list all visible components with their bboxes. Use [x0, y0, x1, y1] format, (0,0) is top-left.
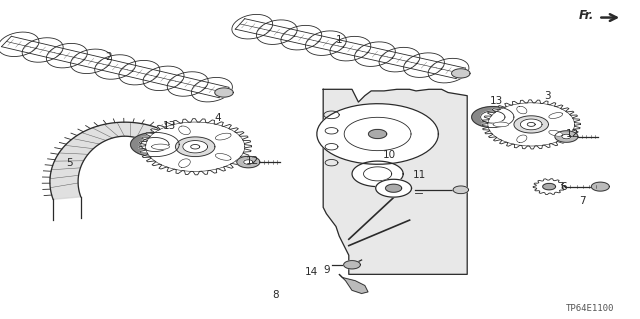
Polygon shape: [516, 106, 527, 114]
Text: 14: 14: [305, 267, 318, 277]
Polygon shape: [472, 107, 514, 128]
Polygon shape: [281, 26, 322, 50]
Polygon shape: [317, 104, 438, 164]
Text: Fr.: Fr.: [579, 9, 594, 22]
Text: 11: 11: [413, 170, 426, 181]
Polygon shape: [215, 88, 233, 97]
Polygon shape: [50, 122, 196, 199]
Polygon shape: [237, 156, 260, 168]
Polygon shape: [330, 36, 371, 61]
Text: 9: 9: [323, 264, 330, 275]
Polygon shape: [215, 133, 231, 140]
Text: 6: 6: [560, 182, 566, 192]
Text: 8: 8: [272, 290, 278, 300]
Text: 12: 12: [246, 156, 259, 166]
Polygon shape: [549, 130, 563, 136]
Polygon shape: [179, 159, 190, 167]
Text: 13: 13: [490, 96, 503, 106]
Polygon shape: [355, 42, 396, 66]
Polygon shape: [143, 66, 184, 91]
Polygon shape: [369, 130, 387, 138]
Polygon shape: [344, 261, 360, 269]
Polygon shape: [562, 134, 571, 139]
Polygon shape: [520, 119, 542, 130]
Polygon shape: [452, 69, 470, 78]
Polygon shape: [139, 119, 252, 175]
Polygon shape: [131, 132, 179, 157]
Polygon shape: [376, 179, 412, 197]
Text: 12: 12: [566, 129, 579, 139]
Polygon shape: [482, 100, 580, 149]
Polygon shape: [22, 38, 63, 62]
Text: 3: 3: [544, 91, 550, 101]
Polygon shape: [141, 137, 169, 152]
Polygon shape: [481, 111, 505, 123]
Polygon shape: [46, 43, 87, 68]
Polygon shape: [0, 32, 39, 56]
Text: 10: 10: [383, 150, 396, 160]
Polygon shape: [191, 78, 232, 102]
Text: 2: 2: [106, 52, 112, 63]
Polygon shape: [257, 20, 297, 44]
Polygon shape: [404, 53, 444, 78]
Polygon shape: [516, 135, 527, 143]
Polygon shape: [339, 274, 368, 293]
Polygon shape: [183, 141, 207, 153]
Polygon shape: [453, 186, 468, 194]
Polygon shape: [555, 131, 578, 142]
Polygon shape: [352, 161, 403, 187]
Polygon shape: [232, 14, 273, 39]
Polygon shape: [543, 183, 556, 190]
Polygon shape: [95, 55, 136, 79]
Text: 7: 7: [579, 196, 586, 206]
Polygon shape: [179, 126, 190, 135]
Polygon shape: [175, 137, 215, 157]
Polygon shape: [305, 31, 346, 56]
Polygon shape: [323, 89, 467, 274]
Polygon shape: [493, 122, 509, 127]
Text: 5: 5: [66, 158, 72, 168]
Polygon shape: [152, 144, 170, 149]
Polygon shape: [70, 49, 111, 74]
Polygon shape: [527, 122, 535, 126]
Text: 13: 13: [163, 121, 175, 131]
Polygon shape: [514, 116, 548, 133]
Polygon shape: [244, 160, 253, 164]
Text: 1: 1: [336, 35, 342, 45]
Polygon shape: [215, 153, 231, 160]
Polygon shape: [533, 179, 565, 195]
Polygon shape: [167, 72, 208, 96]
Polygon shape: [549, 113, 563, 118]
Polygon shape: [379, 47, 420, 72]
Text: TP64E1100: TP64E1100: [566, 304, 614, 313]
Polygon shape: [385, 184, 402, 192]
Polygon shape: [191, 145, 200, 149]
Polygon shape: [428, 58, 469, 83]
Polygon shape: [119, 60, 160, 85]
Text: 4: 4: [214, 113, 221, 123]
Polygon shape: [591, 182, 609, 191]
